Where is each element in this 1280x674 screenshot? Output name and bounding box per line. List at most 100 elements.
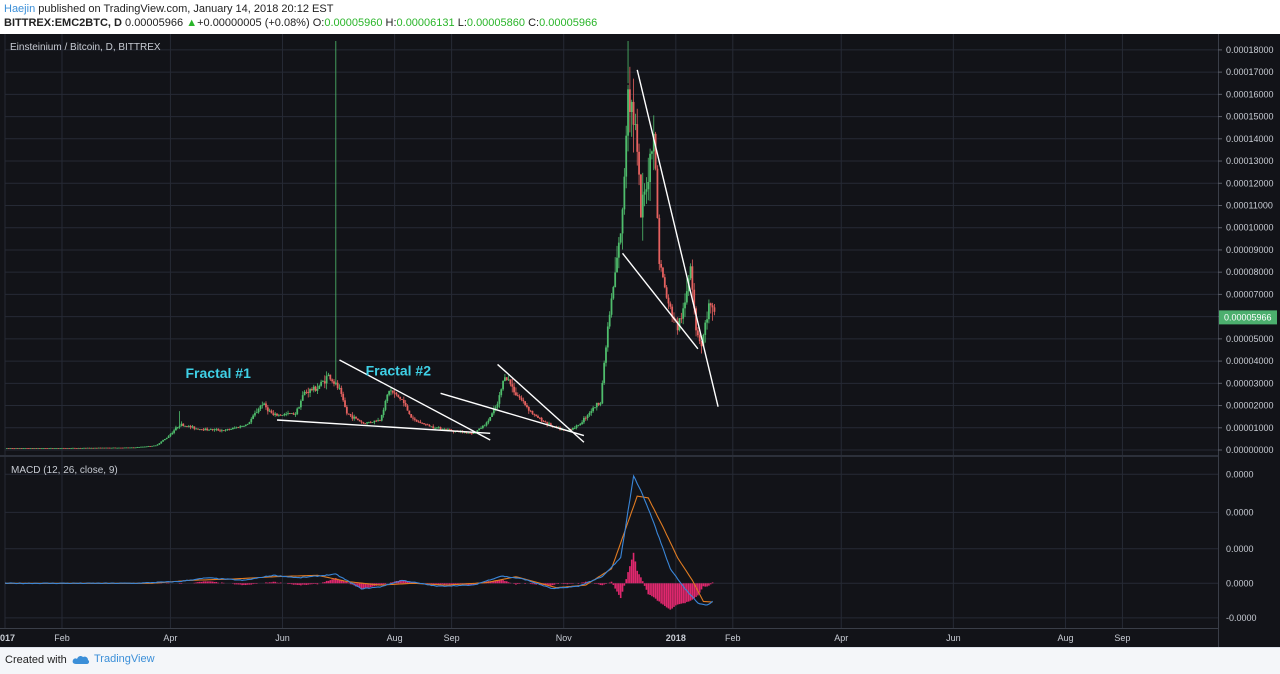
macd-histogram-bar [598,583,600,584]
price-tick-label: 0.00002000 [1226,401,1274,411]
author-link[interactable]: Haejin [4,3,35,15]
candle-body [79,448,81,449]
candle-body [136,447,138,448]
macd-histogram-bar [660,583,662,603]
candle-body [171,433,173,434]
macd-histogram-bar [502,580,504,583]
candle-body [267,407,269,411]
macd-histogram-bar [550,583,552,585]
time-tick-label: Feb [725,633,741,643]
candle-body [572,428,574,430]
macd-histogram-bar [594,583,596,584]
candle-body [539,418,541,419]
macd-histogram-bar [216,582,218,583]
open-value: 0.00005960 [324,17,382,29]
candle-body [601,383,603,403]
macd-tick-label: 0.0000 [1226,469,1254,479]
candle-body [232,428,234,429]
price-tick-label: 0.00010000 [1226,223,1274,233]
candle-body [684,302,686,308]
price-tick-label: 0.00012000 [1226,178,1274,188]
candle-body [579,424,581,425]
candle-body [664,277,666,287]
publish-line: Haejin published on TradingView.com, Jan… [4,3,333,15]
price-tick-label: 0.00005000 [1226,334,1274,344]
macd-histogram-bar [245,583,247,585]
candle-body [146,446,148,447]
tradingview-brand[interactable]: TradingView [72,653,155,665]
candle-body [611,298,613,314]
macd-histogram-bar [710,583,712,584]
candle-body [228,429,230,430]
candle-body [544,421,546,422]
macd-histogram-bar [647,583,649,594]
macd-histogram-bar [280,583,282,584]
candle-body [291,413,293,414]
macd-axis[interactable]: 0.00000.00000.00000.0000-0.0000 [1226,469,1257,623]
macd-histogram-bar [181,583,183,584]
candle-body [532,411,534,414]
candle-body [489,417,491,421]
candle-body [416,420,418,422]
candle-body [388,391,390,395]
candle-body [374,421,376,422]
trendline[interactable] [441,393,584,435]
macd-histogram-bar [614,583,616,588]
high-label: H: [386,17,397,29]
candle-body [605,347,607,362]
candle-body [339,388,341,389]
macd-histogram-bar [609,583,611,584]
time-axis[interactable]: 2017FebAprJunAugSepNov2018FebAprJunAugSe… [0,633,1130,643]
macd-histogram-bar [624,583,626,585]
macd-histogram-bar [206,581,208,583]
trendline[interactable] [498,364,584,442]
candle-body [401,399,403,400]
pane-separator[interactable] [0,455,1218,457]
macd-histogram-bar [221,582,223,583]
candle-body [315,387,317,391]
candle-body [651,151,653,153]
macd-histogram-bar [239,583,241,584]
candle-body [504,377,506,381]
candle-body [243,426,245,427]
candle-body [425,424,427,425]
macd-histogram-bar [581,582,583,583]
fractal-annotation[interactable]: Fractal #1 [186,365,252,381]
macd-histogram-bar [658,583,660,601]
candle-body [160,442,162,444]
candle-body [627,89,629,135]
candle-body [226,429,228,430]
candle-body [522,400,524,401]
candle-body [293,413,295,414]
candle-body [10,448,12,449]
macd-histogram-bar [602,583,604,585]
candle-body [623,177,625,210]
macd-histogram-bar [565,583,567,584]
time-tick-label: 2017 [0,633,15,643]
macd-histogram-bar [208,581,210,583]
candle-body [289,413,291,414]
candle-body [124,448,126,449]
macd-histogram-bar [385,583,387,584]
macd-histogram-bar [704,583,706,586]
price-axis[interactable]: 0.000180000.000170000.000160000.00015000… [1218,45,1277,455]
macd-histogram-bar [203,581,205,583]
fractal-annotation[interactable]: Fractal #2 [366,363,432,379]
candle-body [530,411,532,412]
trendline[interactable] [637,70,718,407]
candle-body [166,438,168,439]
candle-body [353,417,355,419]
trendline[interactable] [277,420,490,433]
candle-body [379,420,381,421]
macd-histogram-bar [443,583,445,584]
candle-body [697,330,699,335]
price-chart[interactable]: Fractal #1 Fractal #2 0.000180000.0001700… [0,34,1280,647]
candle-body [625,136,627,177]
trendlines [277,70,718,442]
candle-body [333,381,335,383]
candle-body [103,448,105,449]
time-tick-label: Apr [163,633,177,643]
macd-histogram-bar [212,582,214,584]
candle-body [381,415,383,421]
